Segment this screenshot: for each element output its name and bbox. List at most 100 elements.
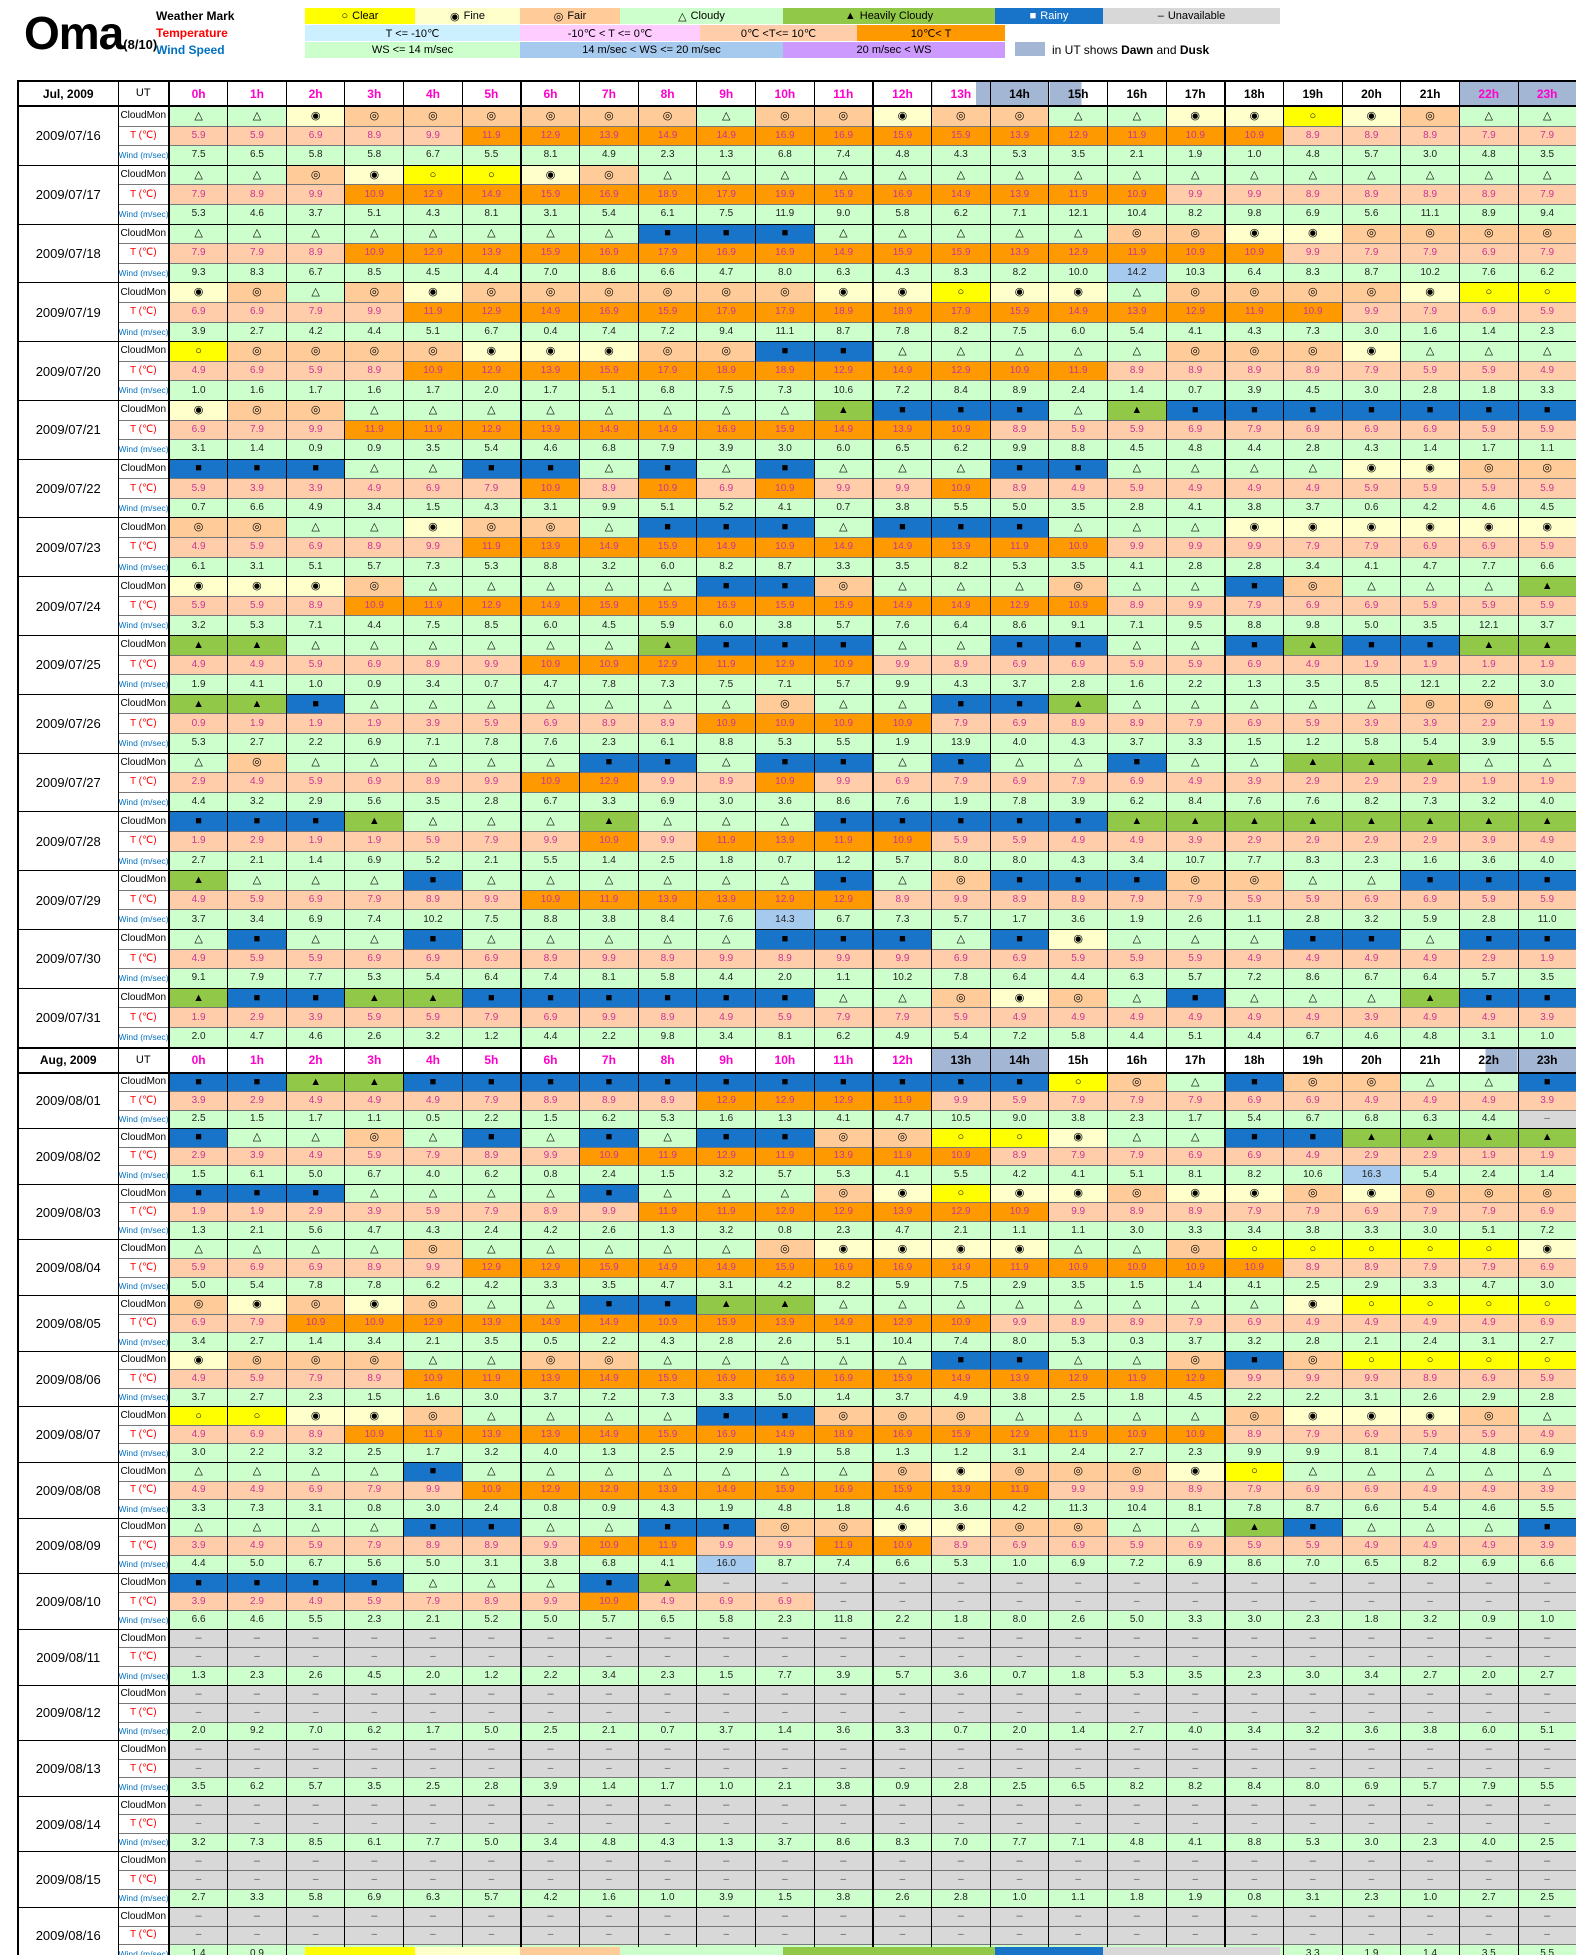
cloud-cell: ■ (637, 1517, 697, 1537)
table-row: T (℃) 4.9 6.9 8.9 10.9 11.9 13.9 13.9 14.9 15.9 16… (18, 1424, 1576, 1444)
wind-cell: 7.7 (285, 968, 345, 989)
temp-cell: 7.9 (285, 1369, 345, 1389)
cloud-cell: – (931, 1628, 991, 1648)
cloud-cell: ■ (403, 1071, 463, 1092)
temp-cell: 18.9 (813, 1424, 873, 1444)
hour-header-9h: 9h (696, 1046, 756, 1074)
cloud-cell: △ (637, 1183, 697, 1203)
row-label-temperature: T (℃) (117, 1536, 169, 1556)
hour-header-3h: 3h (344, 80, 404, 107)
cloud-cell: ■ (1458, 928, 1519, 950)
cloud-cell: △ (579, 458, 639, 479)
table-row: Wind (m/sec) 3.1 1.4 0.9 0.9 3.5 5.4 4.6 6.8 7.9 3… (18, 439, 1576, 460)
cloud-cell: ◉ (168, 576, 228, 597)
temp-cell: 8.9 (931, 654, 991, 675)
temp-cell: 5.9 (989, 1091, 1049, 1111)
wind-cell: 2.3 (637, 1666, 697, 1686)
temp-cell: – (1165, 1703, 1225, 1723)
wind-cell: 2.0 (168, 1721, 228, 1741)
wind-cell: 4.4 (461, 262, 521, 283)
cloud-cell: △ (813, 693, 873, 714)
cloud-cell: – (637, 1684, 697, 1704)
wind-cell: 8.0 (931, 850, 991, 871)
cloud-cell: ◉ (813, 1239, 873, 1259)
wind-cell: 4.7 (871, 1220, 932, 1240)
row-label-cloudmon: CloudMon (117, 1740, 169, 1760)
temp-cell: 15.9 (579, 595, 639, 616)
cloud-cell: ◎ (1165, 341, 1225, 362)
cloud-cell: △ (519, 1239, 580, 1259)
temp-cell: 10.9 (579, 1591, 639, 1611)
row-label-temperature: T (℃) (117, 184, 169, 205)
cloud-cell: △ (344, 1461, 404, 1482)
wind-cell: 4.4 (1223, 439, 1284, 460)
wind-cell: 5.0 (1341, 615, 1401, 636)
temp-cell: 8.9 (403, 654, 463, 675)
cloud-cell: ◉ (344, 1295, 404, 1315)
temp-cell: 13.9 (519, 537, 580, 558)
date-cell: 2009/08/16 (17, 1907, 118, 1955)
table-row: 2009/08/13 CloudMon – – – – – – – – – – – – – – – – – – – – – –… (17, 1740, 1576, 1797)
aug-header-row: Aug, 2009 UT 0h 1h 2h 3h 4h 5h 6h 7h 8h 9h 10h 11h 12h… (17, 1046, 1576, 1074)
temp-cell: – (344, 1758, 404, 1778)
cloud-cell: ▲ (168, 870, 228, 891)
cloud-cell: ◉ (403, 282, 463, 303)
temp-cell: 15.9 (871, 243, 932, 264)
cloud-cell: △ (403, 635, 463, 656)
temp-cell: 12.9 (989, 595, 1049, 616)
cloud-cell: ◎ (1107, 223, 1167, 244)
temp-cell: 9.9 (1282, 1369, 1343, 1389)
wind-cell: 3.4 (519, 1832, 580, 1852)
wind-cell: 10.2 (871, 968, 932, 989)
temp-cell: – (519, 1703, 580, 1723)
wind-cell: 2.7 (1107, 1721, 1167, 1741)
wind-cell: 1.9 (168, 674, 228, 695)
temp-cell: 9.9 (1223, 1369, 1284, 1389)
cloud-cell: ■ (755, 635, 815, 656)
cloud-cell: ◉ (989, 282, 1049, 303)
cloud-cell: – (696, 1795, 756, 1815)
temp-cell: 2.9 (227, 1007, 287, 1028)
cloud-cell: ■ (168, 1573, 228, 1593)
temp-cell: 6.9 (1282, 595, 1343, 616)
temp-cell: 7.9 (461, 1202, 521, 1222)
temp-cell: 10.9 (519, 772, 580, 793)
temp-cell: – (696, 1870, 756, 1890)
temp-cell: 17.9 (931, 301, 991, 323)
wind-cell: 2.2 (579, 1026, 639, 1048)
date-cell: 2009/08/03 (17, 1183, 118, 1240)
cloud-cell: – (989, 1740, 1049, 1760)
temp-cell: 6.9 (168, 419, 228, 440)
temp-cell: – (1048, 1925, 1108, 1945)
cloud-cell: ◎ (696, 282, 756, 303)
cloud-cell: ◉ (871, 1183, 932, 1203)
cloud-cell: △ (461, 399, 521, 420)
cloud-cell: ○ (1517, 1295, 1576, 1315)
temp-cell: 5.9 (227, 595, 287, 616)
cloud-cell: – (1341, 1795, 1401, 1815)
cloud-cell: ■ (813, 870, 873, 891)
wind-cell: 3.1 (1458, 1332, 1519, 1352)
cloud-cell: ◎ (1458, 458, 1519, 479)
temp-cell: – (1341, 1647, 1401, 1667)
wind-cell: 3.9 (813, 1666, 873, 1686)
cloud-cell: △ (344, 1239, 404, 1259)
cloud-cell: – (1517, 1684, 1576, 1704)
wind-cell: 7.3 (403, 556, 463, 577)
temp-cell: – (403, 1814, 463, 1834)
cloud-cell: ◎ (931, 870, 991, 891)
cloud-cell: ◎ (1400, 105, 1460, 127)
cloud-cell: ◎ (1165, 1350, 1225, 1370)
wind-cell: 8.3 (1282, 262, 1343, 283)
hour-header-15h: 15h (1048, 1046, 1108, 1074)
cloud-cell: △ (285, 1239, 345, 1259)
cloud-cell: – (461, 1628, 521, 1648)
temp-cell: 10.9 (579, 1536, 639, 1556)
cloud-cell: △ (285, 223, 345, 244)
temp-cell: 6.9 (1341, 889, 1401, 910)
cloud-cell: △ (168, 928, 228, 950)
wind-cell: 8.1 (1165, 1165, 1225, 1185)
cloud-cell: ■ (755, 576, 815, 597)
temp-cell: 11.9 (461, 125, 521, 146)
row-label-temperature: T (℃) (117, 125, 169, 146)
